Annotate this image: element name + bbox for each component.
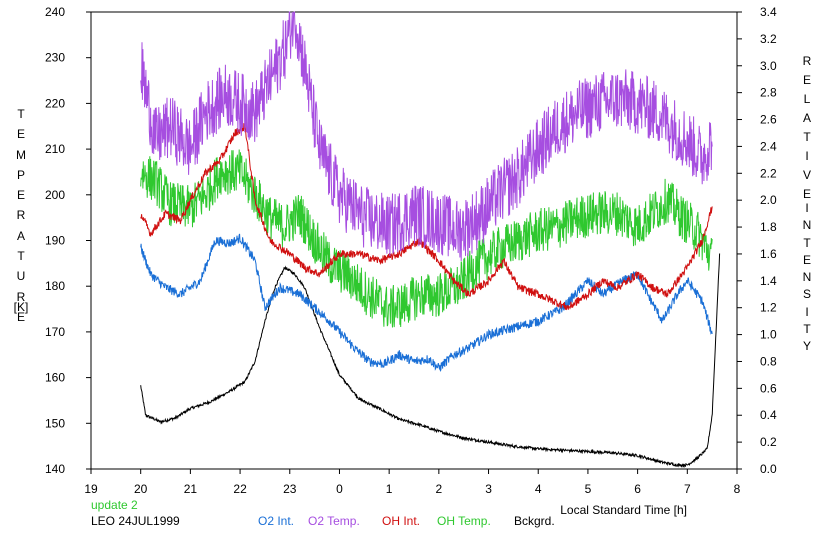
x-tick-label: 21 [184, 482, 198, 496]
x-tick-label: 3 [485, 482, 492, 496]
left-tick-label: 170 [45, 325, 65, 339]
legend-entry: O2 Temp. [308, 514, 360, 528]
left-tick-label: 180 [45, 279, 65, 293]
x-tick-label: 22 [233, 482, 247, 496]
x-tick-label: 19 [84, 482, 98, 496]
right-tick-label: 2.8 [760, 86, 777, 100]
series-line-oh-int [140, 123, 713, 311]
axis-title-letter: E [802, 73, 811, 87]
x-tick-label: 0 [336, 482, 343, 496]
x-tick-label: 5 [585, 482, 592, 496]
right-tick-label: 0.8 [760, 354, 777, 368]
left-tick-label: 230 [45, 51, 65, 65]
axis-title-letter: L [803, 92, 811, 106]
legend-entry: OH Int. [382, 514, 421, 528]
right-tick-label: 0.6 [760, 381, 777, 395]
x-axis-title: Local Standard Time [h] [560, 503, 687, 517]
series-line-bckgrd [140, 253, 721, 469]
station-date-label: LEO 24JUL1999 [91, 514, 180, 528]
right-tick-label: 1.8 [760, 220, 777, 234]
legend-entry: O2 Int. [258, 514, 295, 528]
legend-entry: OH Temp. [437, 514, 491, 528]
left-axis-unit: [K] [13, 300, 29, 314]
left-tick-label: 240 [45, 5, 65, 19]
left-tick-label: 140 [45, 462, 65, 476]
left-tick-label: 210 [45, 142, 65, 156]
axis-title-letter: A [802, 111, 811, 125]
x-tick-label: 6 [634, 482, 641, 496]
axis-title-letter: S [802, 287, 811, 302]
axis-title-letter: E [802, 252, 811, 267]
right-tick-label: 0.4 [760, 408, 777, 422]
x-tick-label: 8 [734, 482, 741, 496]
right-tick-label: 1.4 [760, 274, 777, 288]
x-tick-label: 23 [283, 482, 297, 496]
right-tick-label: 3.0 [760, 59, 777, 73]
x-tick-label: 2 [436, 482, 443, 496]
axis-title-letter: P [16, 167, 25, 182]
series-line-o2-temp [140, 11, 713, 262]
right-tick-label: 0.0 [760, 462, 777, 476]
axis-title-letter: U [16, 269, 26, 284]
left-tick-label: 200 [45, 188, 65, 202]
axis-title-letter: I [805, 149, 809, 163]
axis-title-letter: V [802, 168, 811, 182]
axis-title-letter: I [805, 304, 809, 319]
right-tick-label: 0.2 [760, 435, 777, 449]
axis-title-letter: T [17, 249, 25, 264]
axis-title-letter: E [16, 309, 25, 324]
axis-title-letter: T [803, 235, 811, 250]
right-tick-label: 2.0 [760, 193, 777, 207]
axis-title-letter: A [16, 228, 25, 243]
right-tick-label: 2.4 [760, 139, 777, 153]
series-line-oh-temp [140, 149, 713, 328]
update-label: update 2 [91, 498, 138, 512]
axis-title-letter: E [16, 127, 25, 142]
right-tick-label: 3.2 [760, 32, 777, 46]
left-tick-label: 160 [45, 371, 65, 385]
right-tick-label: 1.2 [760, 301, 777, 315]
x-tick-label: 7 [684, 482, 691, 496]
axis-title-letter: N [802, 218, 812, 233]
left-tick-label: 190 [45, 234, 65, 248]
x-tick-label: 4 [535, 482, 542, 496]
axis-title-letter: T [803, 322, 811, 337]
axis-title-letter: M [16, 147, 26, 162]
x-tick-label: 1 [386, 482, 393, 496]
right-tick-label: 1.6 [760, 247, 777, 261]
axis-title-letter: R [802, 54, 812, 68]
axis-title-letter: I [805, 201, 809, 215]
axis-title-letter: N [802, 270, 812, 285]
right-tick-label: 1.0 [760, 328, 777, 342]
x-tick-label: 20 [134, 482, 148, 496]
axis-title-letter: T [803, 130, 811, 144]
legend-entry: Bckgrd. [514, 514, 555, 528]
series-line-o2-int [140, 233, 713, 373]
axis-title-letter: E [802, 187, 811, 201]
right-tick-label: 3.4 [760, 5, 777, 19]
right-tick-label: 2.2 [760, 166, 777, 180]
axis-title-letter: E [16, 188, 25, 203]
left-tick-label: 150 [45, 416, 65, 430]
left-tick-label: 220 [45, 96, 65, 110]
axis-title-letter: R [16, 208, 26, 223]
right-tick-label: 2.6 [760, 113, 777, 127]
axis-title-letter: T [17, 107, 25, 121]
axis-title-letter: R [16, 289, 26, 304]
axis-title-letter: Y [802, 339, 811, 354]
